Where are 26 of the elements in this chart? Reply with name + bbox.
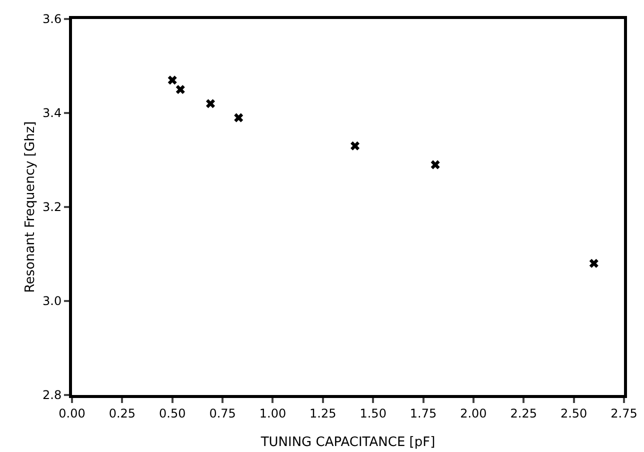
x-tick-label: 0.75 xyxy=(209,406,236,420)
x-tick-label: 0.00 xyxy=(58,406,86,420)
point xyxy=(430,160,440,170)
y-tick-label: 3.2 xyxy=(42,200,62,214)
y-axis-title: Resonant Frequency [Ghz] xyxy=(23,121,38,293)
point xyxy=(234,113,244,122)
y-tick-label: 2.8 xyxy=(42,388,62,402)
point xyxy=(206,99,216,108)
x-tick-label: 1.50 xyxy=(360,406,386,420)
x-tick-label: 1.00 xyxy=(259,406,286,420)
x-tick-label: 2.50 xyxy=(560,406,588,420)
y-tick-label: 3.4 xyxy=(42,106,62,120)
point xyxy=(589,258,598,268)
x-tick-label: 1.75 xyxy=(410,406,437,420)
point xyxy=(168,76,177,85)
x-tick-label: 2.25 xyxy=(510,406,537,420)
x-tick-label: 2.75 xyxy=(610,406,638,420)
x-tick-label: 1.25 xyxy=(310,406,336,420)
y-tick-label: 3.6 xyxy=(42,12,62,26)
x-axis-title: TUNING CAPACITANCE [pF] xyxy=(260,435,436,450)
y-tick-label: 3.0 xyxy=(42,294,62,308)
x-tick-label: 2.00 xyxy=(460,406,487,420)
point xyxy=(350,141,360,150)
x-tick-label: 0.50 xyxy=(159,406,186,420)
point xyxy=(176,84,185,94)
x-tick-label: 0.25 xyxy=(108,406,136,420)
